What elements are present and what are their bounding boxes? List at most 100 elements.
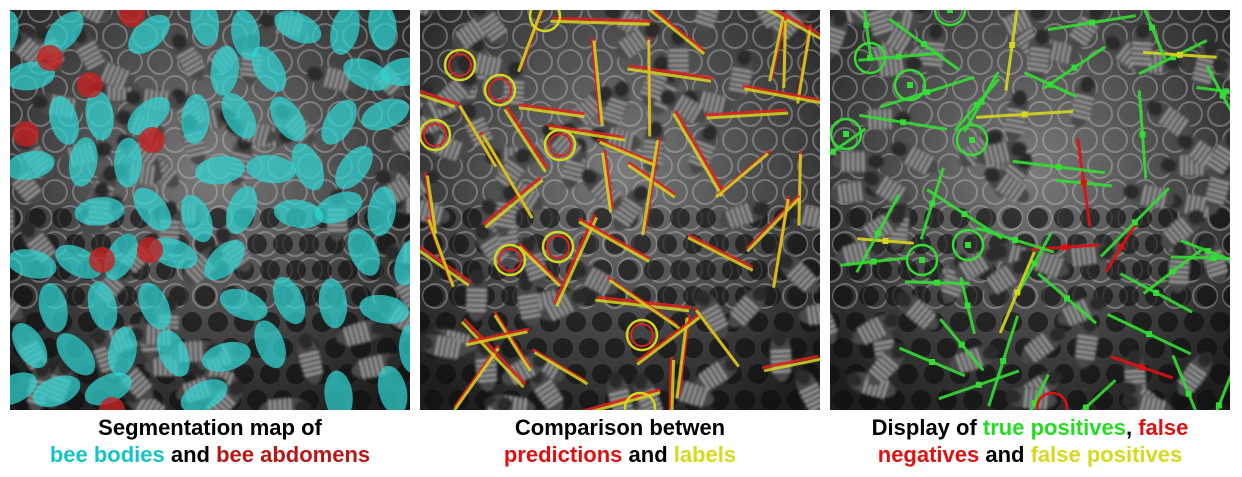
bee-body-mask bbox=[74, 197, 125, 226]
true-positive-circle bbox=[830, 117, 863, 151]
center-marker bbox=[975, 381, 982, 388]
label-line bbox=[503, 108, 547, 173]
label-line bbox=[493, 314, 532, 372]
true-positive-circle bbox=[933, 10, 967, 27]
prediction-line bbox=[493, 311, 532, 369]
label-line bbox=[670, 359, 676, 410]
bee-body-mask bbox=[180, 379, 228, 410]
bee-body-mask bbox=[368, 10, 397, 51]
bee-body-mask bbox=[180, 194, 213, 243]
segmentation-caption: Segmentation map of bee bodies and bee ab… bbox=[10, 414, 410, 468]
label-line bbox=[453, 347, 500, 410]
label-line bbox=[782, 20, 787, 89]
label-line bbox=[518, 106, 585, 119]
bee-body-mask bbox=[361, 98, 410, 131]
prediction-line bbox=[531, 348, 587, 383]
label-line bbox=[599, 140, 657, 168]
prediction-line bbox=[651, 10, 706, 53]
prediction-line bbox=[597, 137, 655, 165]
prediction-line bbox=[643, 137, 662, 233]
center-marker bbox=[1169, 54, 1176, 61]
bee-body-mask bbox=[343, 58, 391, 91]
caption-segment: predictions bbox=[503, 442, 623, 467]
bee-body-mask bbox=[138, 282, 171, 330]
label-line bbox=[481, 134, 534, 219]
center-marker bbox=[900, 119, 907, 126]
label-line bbox=[706, 111, 789, 120]
evaluation-panel bbox=[830, 10, 1230, 410]
center-marker bbox=[920, 41, 927, 48]
center-marker bbox=[870, 258, 877, 265]
caption-line: Segmentation map of bbox=[10, 414, 410, 441]
caption-segment: bee abdomens bbox=[216, 442, 371, 467]
label-line bbox=[695, 309, 740, 368]
bee-body-mask bbox=[359, 294, 409, 324]
bee-body-mask bbox=[10, 372, 37, 406]
bee-body-mask bbox=[398, 323, 410, 374]
bee-body-mask bbox=[291, 143, 325, 191]
label-line bbox=[427, 219, 455, 288]
caption-segment: true positives bbox=[982, 415, 1126, 440]
bee-body-mask bbox=[377, 365, 408, 410]
label-line bbox=[420, 93, 456, 109]
comparison-panel bbox=[420, 10, 820, 410]
prediction-line bbox=[603, 149, 615, 210]
prediction-line bbox=[704, 108, 787, 117]
center-marker bbox=[1031, 399, 1038, 406]
center-marker bbox=[1012, 237, 1019, 243]
center-marker bbox=[1031, 260, 1038, 267]
label-circle bbox=[528, 10, 562, 33]
center-marker bbox=[1080, 179, 1087, 186]
center-marker bbox=[1089, 19, 1095, 26]
center-marker bbox=[1000, 358, 1007, 364]
caption-line: negatives and false positives bbox=[830, 441, 1230, 468]
center-marker bbox=[1210, 255, 1217, 262]
label-circle bbox=[623, 391, 657, 410]
prediction-circle bbox=[548, 133, 572, 157]
center-marker bbox=[958, 341, 965, 348]
prediction-line bbox=[553, 213, 597, 305]
label-line bbox=[797, 153, 802, 226]
segmentation-image bbox=[10, 10, 410, 410]
label-circle bbox=[625, 318, 659, 352]
bee-abdomen-mask bbox=[139, 127, 165, 153]
bee-abdomen-mask bbox=[99, 397, 125, 410]
center-marker bbox=[1071, 64, 1078, 71]
true-positive-circle bbox=[905, 243, 939, 277]
bee-body-mask bbox=[68, 137, 98, 187]
evaluation-overlay bbox=[830, 10, 1230, 410]
prediction-line bbox=[668, 356, 674, 410]
center-marker bbox=[1082, 404, 1089, 410]
center-marker bbox=[1131, 219, 1138, 226]
bee-body-mask bbox=[201, 341, 251, 372]
prediction-circle bbox=[630, 323, 654, 347]
label-line bbox=[608, 279, 681, 330]
true-positive-circle bbox=[955, 123, 989, 157]
bee-body-mask bbox=[314, 191, 363, 224]
prediction-line bbox=[674, 109, 726, 195]
label-line bbox=[768, 17, 785, 82]
label-line bbox=[458, 104, 498, 168]
label-line bbox=[744, 87, 820, 105]
bee-body-mask bbox=[273, 199, 324, 229]
center-marker bbox=[947, 10, 953, 13]
caption-segment: , bbox=[1125, 415, 1139, 440]
center-marker bbox=[1064, 295, 1070, 302]
caption-line: bee bodies and bee abdomens bbox=[10, 441, 410, 468]
bee-body-mask bbox=[270, 96, 306, 142]
bee-body-mask bbox=[84, 372, 132, 406]
center-marker bbox=[1149, 24, 1156, 31]
label-line bbox=[460, 320, 525, 389]
label-line bbox=[592, 40, 604, 127]
segmentation-overlay bbox=[10, 10, 410, 410]
bee-body-mask bbox=[104, 233, 138, 281]
prediction-line bbox=[552, 16, 652, 23]
bee-body-mask bbox=[272, 276, 306, 325]
label-line bbox=[601, 152, 613, 213]
bee-body-mask bbox=[85, 90, 114, 141]
center-marker bbox=[919, 257, 925, 263]
label-line bbox=[772, 198, 790, 288]
bee-body-mask bbox=[254, 320, 286, 369]
caption-segment: and bbox=[622, 442, 674, 467]
center-marker bbox=[907, 82, 913, 88]
